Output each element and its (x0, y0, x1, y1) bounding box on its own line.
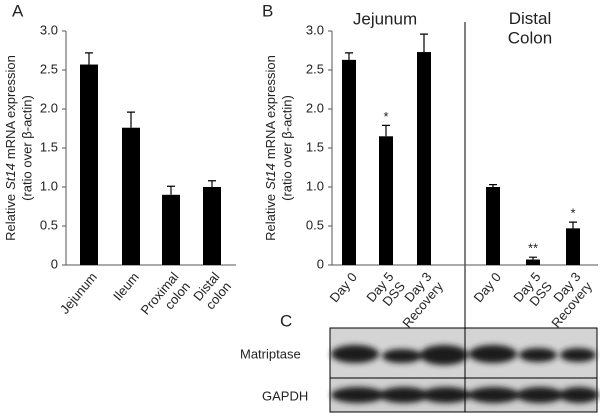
y-tick-label: 2.5 (40, 61, 58, 76)
band (382, 349, 422, 363)
x-tick-label: Distalcolon (191, 269, 235, 313)
y-tick-label: 1.5 (306, 139, 324, 154)
panel-label: B (262, 1, 273, 20)
band (379, 387, 429, 403)
y-tick-label: 1.5 (40, 139, 58, 154)
x-tick-label: Proximalcolon (138, 269, 194, 327)
y-axis-label-part: St14 (263, 163, 278, 190)
blot-row-label: Matriptase (240, 346, 301, 361)
bar (379, 136, 393, 265)
y-tick-label: 2.0 (40, 100, 58, 115)
significance: ** (528, 241, 538, 256)
error-bar (127, 111, 135, 128)
band (516, 387, 564, 403)
y-axis-label: Relative St14 mRNA expression (3, 55, 18, 241)
significance: * (383, 109, 388, 124)
bar (526, 259, 540, 265)
bar (417, 52, 431, 266)
y-tick-label: 2.5 (306, 61, 324, 76)
error-bar (420, 33, 428, 53)
y-axis-label-part: Relative (3, 194, 18, 241)
band (421, 387, 471, 403)
error-bar (345, 52, 353, 60)
western-blot: Matriptase GAPDH (240, 327, 599, 413)
bar (80, 64, 98, 265)
y-tick-label: 0 (317, 256, 324, 271)
y-axis-label: Relative St14 mRNA expression (263, 55, 278, 241)
bar (203, 187, 221, 265)
x-tick-label: Jejunum (57, 269, 100, 316)
x-tick-label: Day 5DSS (511, 269, 556, 315)
band (559, 387, 599, 403)
y-tick-label: 2.0 (306, 100, 324, 115)
band (519, 348, 557, 362)
y-tick-label: 0.5 (306, 217, 324, 232)
error-bar (85, 52, 93, 65)
x-tick-label: Day 0 (327, 269, 360, 305)
error-bar (208, 180, 216, 187)
y-axis-label-part: mRNA expression (3, 55, 18, 159)
significance: * (570, 206, 575, 221)
bar (162, 194, 180, 265)
x-tick-label: Ileum (110, 269, 142, 303)
y-axis-label-part: Relative (263, 194, 278, 241)
error-bar (382, 124, 390, 137)
bands (331, 345, 599, 403)
group-label: Jejunum (353, 9, 417, 28)
band (420, 345, 468, 365)
band (469, 345, 517, 363)
panel-label: A (12, 1, 24, 20)
x-tick-label: Day 0 (471, 269, 504, 305)
y-tick-label: 1.0 (40, 178, 58, 193)
y-tick-label: 1.0 (306, 178, 324, 193)
y-tick-label: 3.0 (40, 22, 58, 37)
error-bar (569, 221, 577, 229)
bar (122, 127, 140, 265)
bar (566, 228, 580, 265)
x-tick-label: Day 5DSS (364, 269, 409, 315)
band (468, 387, 520, 403)
y-axis-label: (ratio over β-actin) (19, 95, 34, 201)
band (331, 387, 385, 403)
group-label: Distal Colon (508, 9, 552, 48)
error-bar (529, 256, 537, 260)
panel-label: C (280, 311, 292, 330)
band (560, 348, 596, 362)
error-bar (167, 185, 175, 195)
bar (342, 59, 356, 265)
bar (486, 187, 500, 265)
y-axis-label: (ratio over β-actin) (279, 95, 294, 201)
blot-row-label: GAPDH (262, 388, 308, 403)
error-bar (489, 184, 497, 187)
y-axis-label-part: St14 (3, 163, 18, 190)
y-tick-label: 0.5 (40, 217, 58, 232)
band (331, 345, 379, 363)
y-axis-label-part: mRNA expression (263, 55, 278, 159)
y-tick-label: 0 (51, 256, 58, 271)
y-tick-label: 3.0 (306, 22, 324, 37)
